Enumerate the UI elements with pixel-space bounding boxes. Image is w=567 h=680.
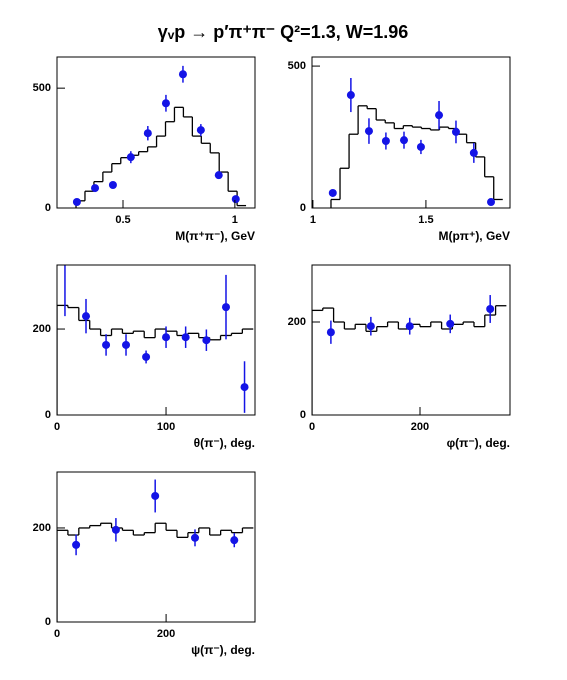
y-tick-label: 200 (288, 316, 306, 328)
data-point (446, 319, 455, 328)
data-point (240, 383, 249, 392)
data-point (61, 248, 69, 256)
data-point (108, 180, 117, 189)
data-point (72, 540, 81, 549)
y-tick-label: 500 (33, 82, 51, 94)
y-tick-label: 0 (300, 409, 306, 421)
x-axis-label: φ(π⁻), deg. (447, 436, 510, 450)
data-point (416, 142, 425, 151)
x-tick-label: 0 (54, 421, 60, 433)
x-axis-label: ψ(π⁻), deg. (191, 643, 255, 657)
data-point (366, 322, 375, 331)
x-tick-label: 100 (157, 421, 175, 433)
data-point (161, 99, 170, 108)
data-point (231, 195, 240, 204)
data-point (435, 111, 444, 120)
data-point (151, 491, 160, 500)
x-axis-label: M(π⁺π⁻), GeV (175, 229, 255, 243)
data-point (196, 126, 205, 135)
data-point (202, 336, 211, 345)
frame (56, 264, 256, 416)
data-point (469, 148, 478, 157)
x-tick-label: 0 (309, 421, 315, 433)
x-tick-label: 1 (232, 214, 238, 226)
y-tick-label: 200 (33, 323, 51, 335)
x-tick-label: 1 (310, 214, 316, 226)
data-point (191, 533, 199, 542)
data-point (143, 129, 152, 138)
y-tick-label: 200 (33, 522, 51, 534)
data-point (214, 171, 223, 180)
x-tick-label: 0 (54, 628, 60, 640)
data-point (487, 198, 496, 207)
plot-area (72, 65, 247, 208)
data-point (72, 198, 81, 207)
data-point (346, 91, 355, 100)
x-axis-label: M(pπ⁺), GeV (438, 229, 510, 243)
y-tick-label: 0 (45, 202, 51, 214)
data-point (364, 127, 373, 136)
y-tick-label: 0 (45, 409, 51, 421)
data-point (178, 70, 187, 79)
x-axis-label: θ(π⁻), deg. (194, 436, 255, 450)
data-point (221, 303, 230, 312)
data-point (142, 352, 151, 361)
data-point (111, 525, 120, 534)
data-point (328, 188, 337, 197)
x-tick-label: 200 (411, 421, 429, 433)
data-point (126, 153, 135, 162)
frame (56, 56, 256, 209)
data-point (91, 184, 100, 193)
data-point (405, 322, 414, 331)
y-tick-label: 0 (300, 202, 306, 214)
data-point (82, 312, 91, 321)
y-tick-label: 500 (288, 60, 306, 72)
chart-title: γᵥp → p′π⁺π⁻ Q²=1.3, W=1.96 (158, 22, 409, 42)
data-point (451, 127, 460, 136)
data-point (399, 136, 408, 145)
plot-area (57, 248, 254, 415)
data-point (326, 328, 335, 337)
plot-area (328, 78, 503, 208)
x-tick-label: 200 (157, 628, 175, 640)
frame (56, 471, 256, 623)
x-tick-label: 0.5 (115, 214, 130, 226)
frame (311, 56, 511, 209)
data-point (230, 536, 239, 545)
plot-area (312, 295, 507, 415)
x-tick-label: 1.5 (418, 214, 433, 226)
data-point (381, 137, 390, 146)
data-point (122, 340, 131, 349)
frame (311, 264, 511, 416)
y-tick-label: 0 (45, 616, 51, 628)
data-point (181, 333, 190, 342)
data-point (486, 304, 495, 313)
data-point (162, 333, 171, 342)
data-point (102, 340, 111, 349)
plot-area (57, 479, 254, 622)
